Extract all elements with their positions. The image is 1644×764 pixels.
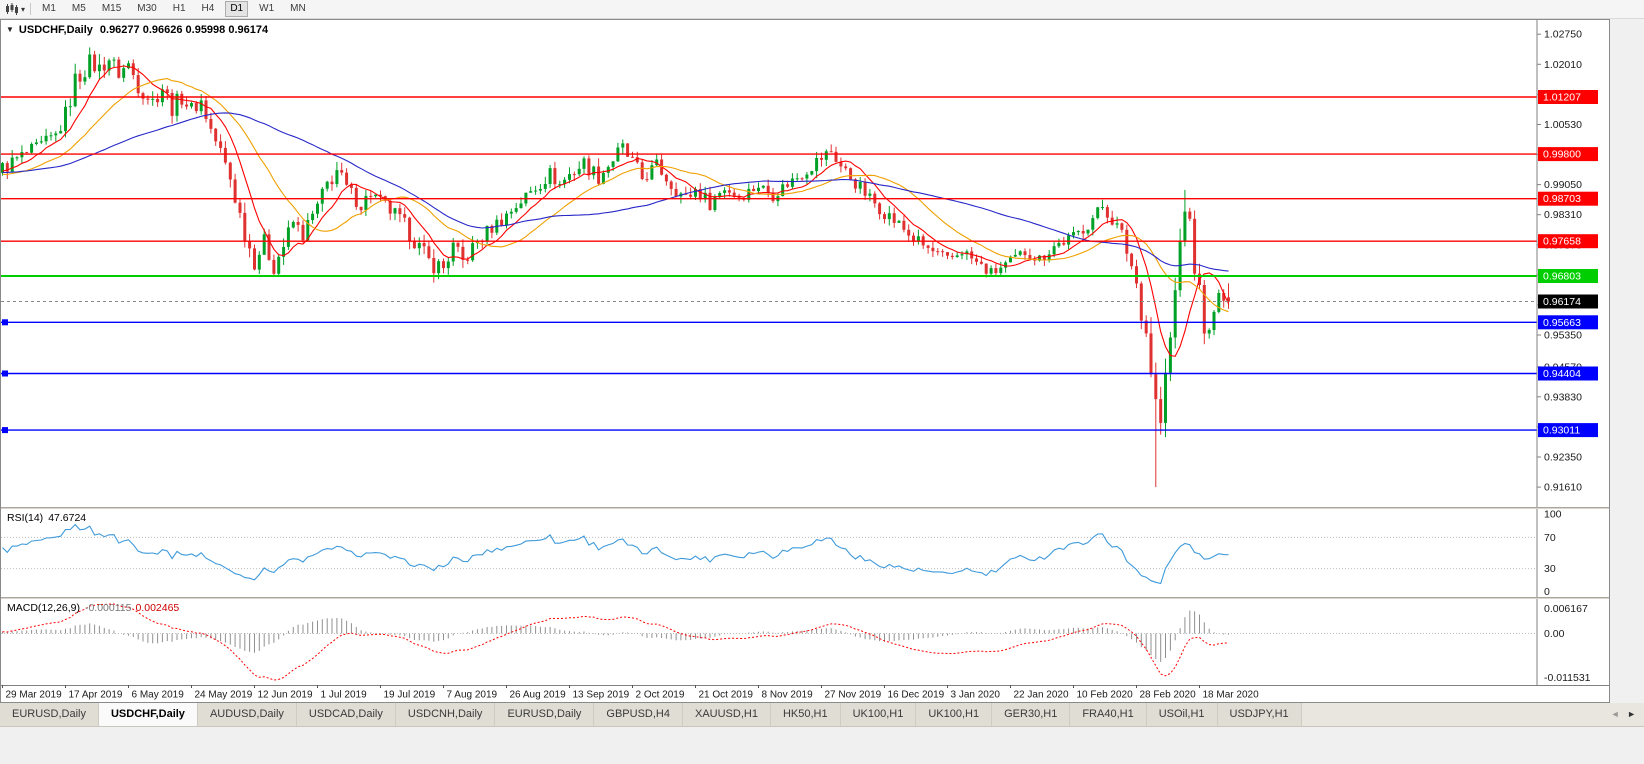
svg-text:0.99800: 0.99800 [1543,149,1581,161]
chart-symbol: USDCHF,Daily [18,24,93,36]
svg-text:0.94404: 0.94404 [1543,368,1581,380]
chart-tab-eurusd-daily[interactable]: EURUSD,Daily [495,703,595,726]
panel-splitter[interactable] [1,507,1609,509]
svg-text:10 Feb 2020: 10 Feb 2020 [1077,690,1134,701]
svg-text:29 Mar 2019: 29 Mar 2019 [6,690,63,701]
svg-text:13 Sep 2019: 13 Sep 2019 [573,690,630,701]
svg-text:8 Nov 2019: 8 Nov 2019 [762,690,814,701]
one-click-trading-icon[interactable]: ▼ [6,25,14,34]
svg-text:0.96174: 0.96174 [1543,296,1581,308]
svg-text:100: 100 [1544,509,1562,521]
svg-text:0.93830: 0.93830 [1544,391,1582,403]
svg-text:0.98310: 0.98310 [1544,209,1582,221]
chart-title: ▼ USDCHF,Daily 0.96277 0.96626 0.95998 0.9… [6,24,268,36]
chart-tab-usdjpy-h1[interactable]: USDJPY,H1 [1217,703,1302,726]
svg-text:6 May 2019: 6 May 2019 [132,690,185,701]
chart-tab-usdcad-daily[interactable]: USDCAD,Daily [296,703,396,726]
svg-text:0.006167: 0.006167 [1544,603,1588,615]
svg-text:1 Jul 2019: 1 Jul 2019 [321,690,368,701]
rsi-name: RSI(14) [7,512,44,524]
svg-text:17 Apr 2019: 17 Apr 2019 [69,690,123,701]
macd-main-value: -0.000115 [84,602,132,614]
timeframe-button-h4[interactable]: H4 [201,3,215,14]
svg-text:1.01207: 1.01207 [1543,92,1581,104]
tab-scroll-left-icon[interactable]: ◄ [1610,709,1620,719]
svg-text:18 Mar 2020: 18 Mar 2020 [1203,690,1260,701]
svg-text:70: 70 [1544,532,1556,544]
svg-text:30: 30 [1544,563,1556,575]
svg-text:0.99050: 0.99050 [1544,179,1582,191]
chart-tab-fra40-h1[interactable]: FRA40,H1 [1070,703,1147,726]
macd-name: MACD(12,26,9) [7,602,80,614]
timeframe-button-h1[interactable]: H1 [172,3,186,14]
timeframe-button-m15[interactable]: M15 [101,3,122,14]
svg-text:0.00: 0.00 [1544,628,1565,640]
svg-text:0: 0 [1544,586,1550,597]
svg-text:0.97658: 0.97658 [1543,236,1581,248]
svg-text:1.02010: 1.02010 [1544,59,1582,71]
svg-text:12 Jun 2019: 12 Jun 2019 [258,690,313,701]
chart-tab-uk100-h1[interactable]: UK100,H1 [840,703,917,726]
chart-tab-uk100-h1[interactable]: UK100,H1 [916,703,993,726]
chart-tab-xauusd-h1[interactable]: XAUUSD,H1 [682,703,771,726]
chevron-down-icon[interactable]: ▾ [21,4,26,14]
svg-text:24 May 2019: 24 May 2019 [195,690,253,701]
svg-text:0.95350: 0.95350 [1544,330,1582,342]
svg-text:16 Dec 2019: 16 Dec 2019 [888,690,945,701]
timeframe-buttons: M1 M5 M15 M30 H1 H4 D1 W1 MN [37,1,311,17]
chart-tab-bar: EURUSD,Daily USDCHF,Daily AUDUSD,Daily USDC… [0,703,1644,764]
svg-text:19 Jul 2019: 19 Jul 2019 [384,690,436,701]
svg-text:0.95663: 0.95663 [1543,317,1581,329]
chart-tab-audusd-daily[interactable]: AUDUSD,Daily [197,703,297,726]
chart-tab-usdcnh-daily[interactable]: USDCNH,Daily [395,703,496,726]
chart-tab-hk50-h1[interactable]: HK50,H1 [770,703,841,726]
svg-text:1.00530: 1.00530 [1544,119,1582,131]
svg-text:0.96803: 0.96803 [1543,271,1581,283]
macd-label: MACD(12,26,9) -0.000115 0.002465 [7,602,179,614]
timeframe-toolbar: ▾ M1 M5 M15 M30 H1 H4 D1 W1 MN [0,0,1644,19]
timeframe-button-d1[interactable]: D1 [225,1,249,17]
time-axis[interactable]: 29 Mar 2019 17 Apr 2019 6 May 2019 24 May 2… [1,685,1609,702]
chart-tab-gbpusd-h4[interactable]: GBPUSD,H4 [594,703,683,726]
macd-indicator-canvas[interactable]: 0.006167 0.00 -0.011531 [1,599,1609,685]
svg-text:21 Oct 2019: 21 Oct 2019 [699,690,754,701]
svg-text:0.91610: 0.91610 [1544,482,1582,494]
timeframe-button-m5[interactable]: M5 [71,3,86,14]
rsi-value: 47.6724 [48,512,87,524]
svg-text:7 Aug 2019: 7 Aug 2019 [447,690,498,701]
chart-window: 1.027501.020101.012701.005300.997900.990… [0,19,1610,703]
chart-tab-usoil-h1[interactable]: USOil,H1 [1146,703,1218,726]
tab-scroll-right-icon[interactable]: ► [1627,709,1636,719]
chart-ohlc-values: 0.96277 0.96626 0.95998 0.96174 [99,24,269,36]
panel-splitter[interactable] [1,597,1609,599]
svg-text:0.92350: 0.92350 [1544,452,1582,464]
svg-text:1.02750: 1.02750 [1544,29,1582,41]
timeframe-button-m30[interactable]: M30 [137,3,157,14]
chart-tab-eurusd-daily[interactable]: EURUSD,Daily [0,703,99,726]
timeframe-button-w1[interactable]: W1 [259,3,275,14]
timeframe-button-mn[interactable]: MN [290,3,306,14]
svg-text:2 Oct 2019: 2 Oct 2019 [636,690,685,701]
svg-text:0.93011: 0.93011 [1543,425,1580,437]
svg-text:3 Jan 2020: 3 Jan 2020 [951,690,1001,701]
chart-tab-ger30-h1[interactable]: GER30,H1 [992,703,1071,726]
svg-text:28 Feb 2020: 28 Feb 2020 [1140,690,1197,701]
candlestick-chart-icon[interactable] [5,2,19,16]
svg-text:26 Aug 2019: 26 Aug 2019 [510,690,567,701]
macd-signal-value: 0.002465 [135,602,180,614]
chart-tabs: EURUSD,Daily USDCHF,Daily AUDUSD,Daily USDC… [0,703,1644,727]
rsi-indicator-canvas[interactable]: 100 70 30 0 [1,509,1609,597]
rsi-label: RSI(14) 47.6724 [7,512,86,524]
svg-text:22 Jan 2020: 22 Jan 2020 [1014,690,1069,701]
toolbar-separator [30,3,32,15]
svg-text:-0.011531: -0.011531 [1544,672,1591,684]
timeframe-button-m1[interactable]: M1 [42,3,56,14]
price-chart-canvas[interactable]: 1.027501.020101.012701.005300.997900.990… [1,20,1609,507]
svg-text:27 Nov 2019: 27 Nov 2019 [825,690,882,701]
svg-text:0.98703: 0.98703 [1543,193,1581,205]
chart-tab-usdchf-daily[interactable]: USDCHF,Daily [98,703,198,726]
tab-scroll-arrows: ◄ ► [1606,709,1636,719]
